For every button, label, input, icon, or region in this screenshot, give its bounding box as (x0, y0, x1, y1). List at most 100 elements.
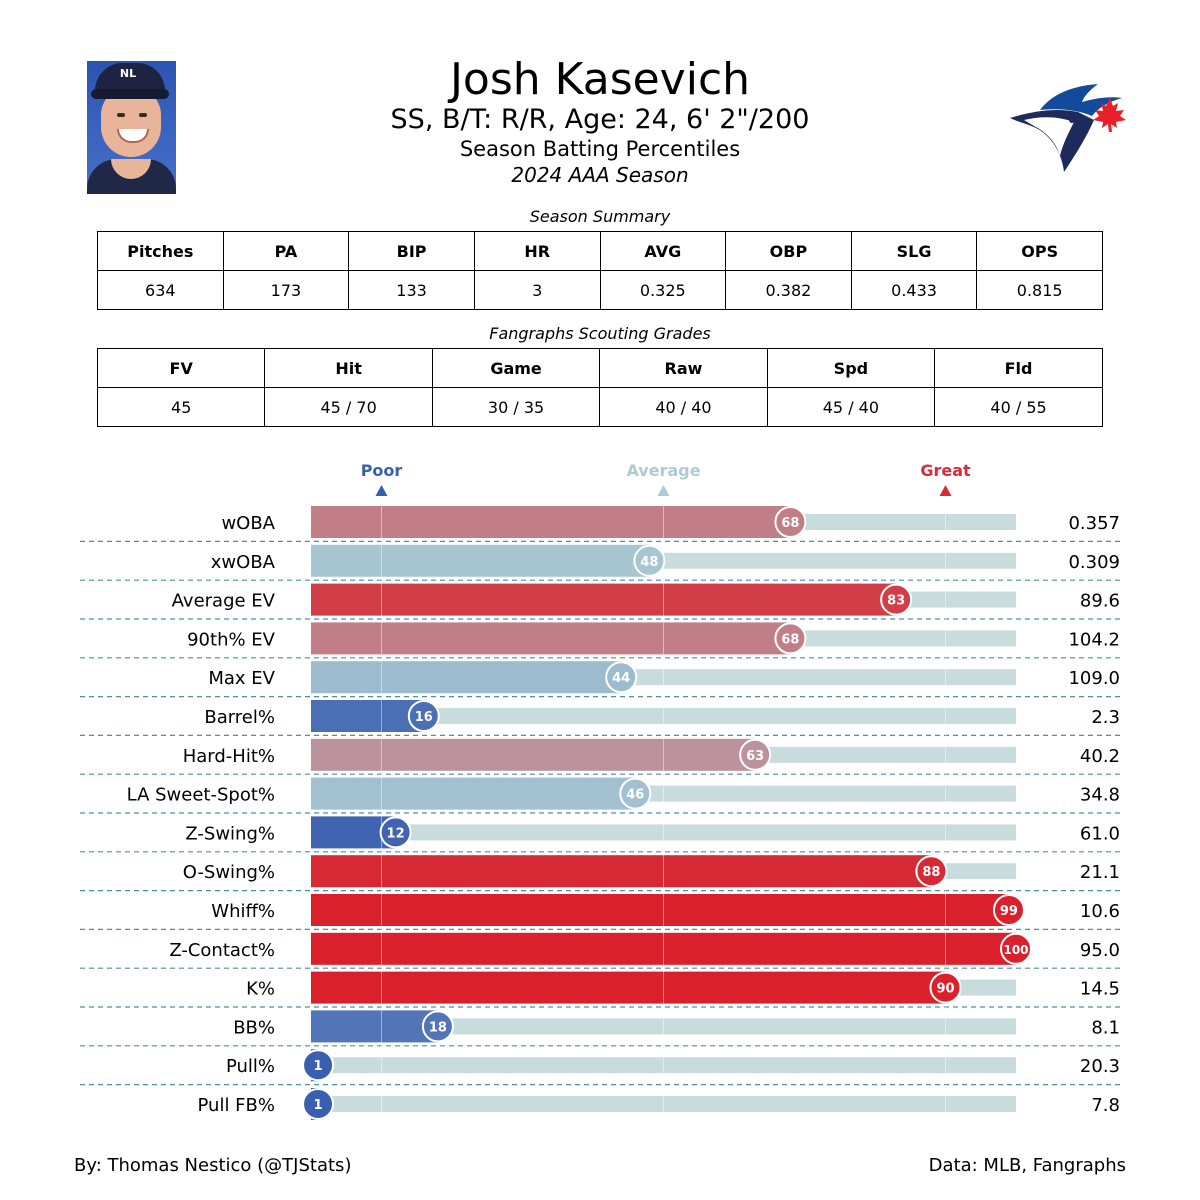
metric-label: Pull FB% (198, 1095, 275, 1116)
percentile-circle (619, 777, 652, 810)
metric-label: 90th% EV (187, 629, 276, 650)
percentile-bar (311, 506, 791, 538)
metric-label: O-Swing% (183, 862, 275, 883)
marker-triangle (657, 485, 670, 496)
blue-jays-logo (1010, 84, 1126, 172)
marker-triangle (375, 485, 388, 496)
percentile-circle (407, 700, 440, 732)
metric-label: K% (246, 979, 275, 1000)
percentile-circle (379, 816, 412, 849)
metric-value: 10.6 (1080, 901, 1120, 922)
percentile-circle (302, 1088, 335, 1120)
percentile-label: 46 (626, 788, 644, 803)
percentile-label: 44 (612, 671, 630, 686)
percentile-circle (1000, 932, 1032, 965)
grades-header: Hit (264, 348, 433, 388)
percentile-circle (633, 544, 666, 577)
metric-label: Barrel% (204, 707, 275, 728)
summary-value: 634 (97, 270, 224, 310)
metric-label: wOBA (221, 513, 275, 534)
summary-value: 133 (348, 270, 475, 310)
metric-label: Z-Swing% (185, 823, 275, 844)
summary-value: 3 (473, 270, 601, 310)
player-headshot: NL (87, 61, 176, 194)
summary-value: 0.382 (725, 270, 852, 310)
percentile-label: 16 (415, 710, 433, 725)
grades-value: 45 (96, 387, 266, 427)
metric-label: Pull% (226, 1056, 275, 1077)
grades-value: 40 / 40 (599, 387, 768, 427)
percentile-label: 88 (922, 865, 940, 880)
summary-header: OBP (725, 231, 852, 271)
percentile-circle (421, 1010, 454, 1043)
metric-value: 21.1 (1080, 862, 1120, 883)
percentile-bar (311, 894, 1009, 926)
metric-value: 0.357 (1068, 513, 1120, 534)
metric-value: 34.8 (1080, 785, 1120, 806)
chart-subtitle: Season Batting Percentiles (459, 137, 741, 161)
summary-header: PA (222, 231, 350, 271)
percentile-bar (311, 777, 636, 810)
grades-value: 45 / 70 (264, 387, 433, 427)
summary-header: Pitches (97, 231, 224, 271)
percentile-label: 68 (781, 632, 799, 647)
percentile-circle (929, 971, 962, 1004)
summary-value: 0.815 (976, 270, 1103, 310)
percentile-bar (311, 544, 650, 577)
grades-value: 30 / 35 (431, 387, 601, 427)
metric-value: 2.3 (1091, 707, 1120, 728)
footer-source: Data: MLB, Fangraphs (928, 1155, 1126, 1176)
metric-value: 89.6 (1080, 591, 1120, 612)
metric-value: 8.1 (1091, 1017, 1120, 1038)
percentile-bar (311, 583, 897, 616)
percentile-circle (774, 622, 807, 655)
percentile-chart: Poor Average Great wOBA 0.357 xwOBA 0.309 Avera… (80, 461, 1120, 1122)
metric-label: Z-Contact% (169, 940, 275, 961)
metric-label: xwOBA (211, 552, 276, 573)
percentile-bar (311, 855, 932, 888)
summary-header: OPS (976, 231, 1103, 271)
metric-label: Average EV (172, 591, 276, 612)
marker-label: Poor (361, 461, 403, 480)
percentile-label: 90 (936, 982, 954, 997)
percentile-label: 68 (781, 516, 799, 531)
grades-header: FV (96, 348, 266, 388)
scouting-grades-table: FV Hit Game Raw Spd Fld 45 45 / 70 30 / … (96, 348, 1103, 427)
percentile-label: 12 (387, 826, 405, 841)
summary-header: BIP (348, 231, 475, 271)
percentile-bar (311, 738, 756, 771)
percentile-label: 18 (429, 1020, 447, 1035)
grades-header: Raw (599, 348, 768, 388)
grades-header: Game (431, 348, 601, 388)
percentile-circle (992, 894, 1025, 926)
marker-label: Average (626, 461, 700, 480)
bar-track (311, 1057, 1016, 1074)
marker-triangle (939, 485, 952, 496)
bar-track (311, 708, 1016, 724)
bar-track (311, 824, 1016, 841)
grades-header: Fld (934, 348, 1103, 388)
metric-value: 104.2 (1068, 629, 1120, 650)
metric-value: 40.2 (1080, 746, 1120, 767)
percentile-bar (311, 622, 791, 655)
percentile-label: 99 (1000, 904, 1018, 919)
summary-header: SLG (850, 231, 978, 271)
player-name: Josh Kasevich (449, 54, 751, 105)
summary-header: HR (473, 231, 601, 271)
percentile-label: 1 (314, 1098, 323, 1113)
footer-credit: By: Thomas Nestico (@TJStats) (74, 1155, 352, 1176)
percentile-label: 63 (746, 749, 764, 764)
season-label: 2024 AAA Season (511, 163, 689, 187)
summary-caption: Season Summary (529, 207, 671, 226)
percentile-circle (605, 661, 638, 694)
percentile-label: 100 (1003, 943, 1028, 957)
percentile-bar (311, 1010, 438, 1043)
percentile-circle (915, 855, 948, 888)
metric-label: Max EV (208, 668, 275, 689)
bar-track (311, 1018, 1016, 1035)
metric-label: LA Sweet-Spot% (127, 785, 275, 806)
percentile-label: 83 (887, 594, 905, 609)
cap-logo: NL (119, 67, 137, 80)
season-summary-table: Pitches PA BIP HR AVG OBP SLG OPS 634 17… (97, 231, 1103, 310)
marker-label: Great (920, 461, 971, 480)
